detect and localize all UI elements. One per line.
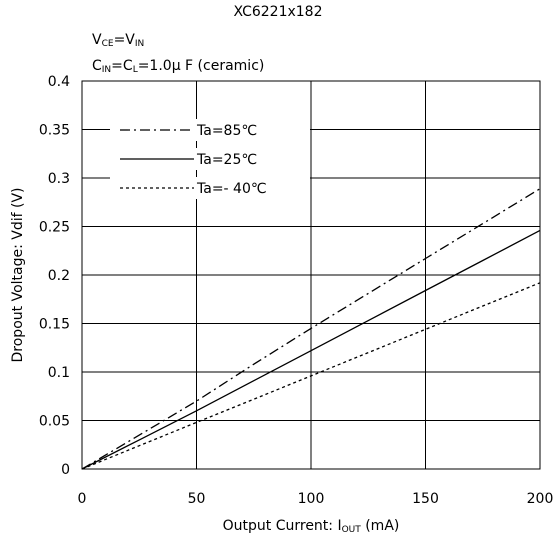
y-tick-label: 0 <box>61 462 70 478</box>
series-line <box>81 229 541 470</box>
y-tick-label: 0.35 <box>39 123 70 139</box>
x-tick-label: 0 <box>78 491 87 507</box>
y-tick-label: 0.4 <box>48 74 70 90</box>
y-tick-label: 0.3 <box>48 171 70 187</box>
legend-entry-bg <box>110 119 310 141</box>
series-line <box>81 282 541 470</box>
legend-entry-bg <box>110 148 310 170</box>
legend-label: Ta=- 40℃ <box>196 181 267 197</box>
x-tick-label: 100 <box>298 491 325 507</box>
series-group <box>81 188 541 470</box>
y-tick-label: 0.2 <box>48 268 70 284</box>
condition-capacitance: CIN=CL=1.0μ F (ceramic) <box>92 58 265 75</box>
y-tick-label: 0.1 <box>48 365 70 381</box>
grid-lines <box>82 81 540 469</box>
condition-voltage: VCE=VIN <box>92 32 145 49</box>
legend-label: Ta=85℃ <box>196 123 257 139</box>
chart-title: XC6221x182 <box>233 4 323 20</box>
x-axis-label: Output Current: IOUT (mA) <box>222 518 400 535</box>
x-tick-label: 200 <box>527 491 554 507</box>
legend-label: Ta=25℃ <box>196 152 257 168</box>
y-tick-label: 0.15 <box>39 317 70 333</box>
plot-frame <box>81 80 541 470</box>
y-tick-label: 0.25 <box>39 220 70 236</box>
y-axis-label: Dropout Voltage: Vdif (V) <box>10 188 26 363</box>
y-tick-label: 0.05 <box>39 414 70 430</box>
series-line <box>81 188 541 470</box>
legend: Ta=85℃ Ta=25℃ Ta=- 40℃ <box>110 119 310 199</box>
x-tick-label: 50 <box>188 491 206 507</box>
x-tick-label: 150 <box>412 491 439 507</box>
legend-entry-bg <box>110 177 310 199</box>
tick-labels: 0 50 100 150 200 0 0.05 0.1 0.15 0.2 0.25 0.3 0.35 0.… <box>39 74 554 507</box>
